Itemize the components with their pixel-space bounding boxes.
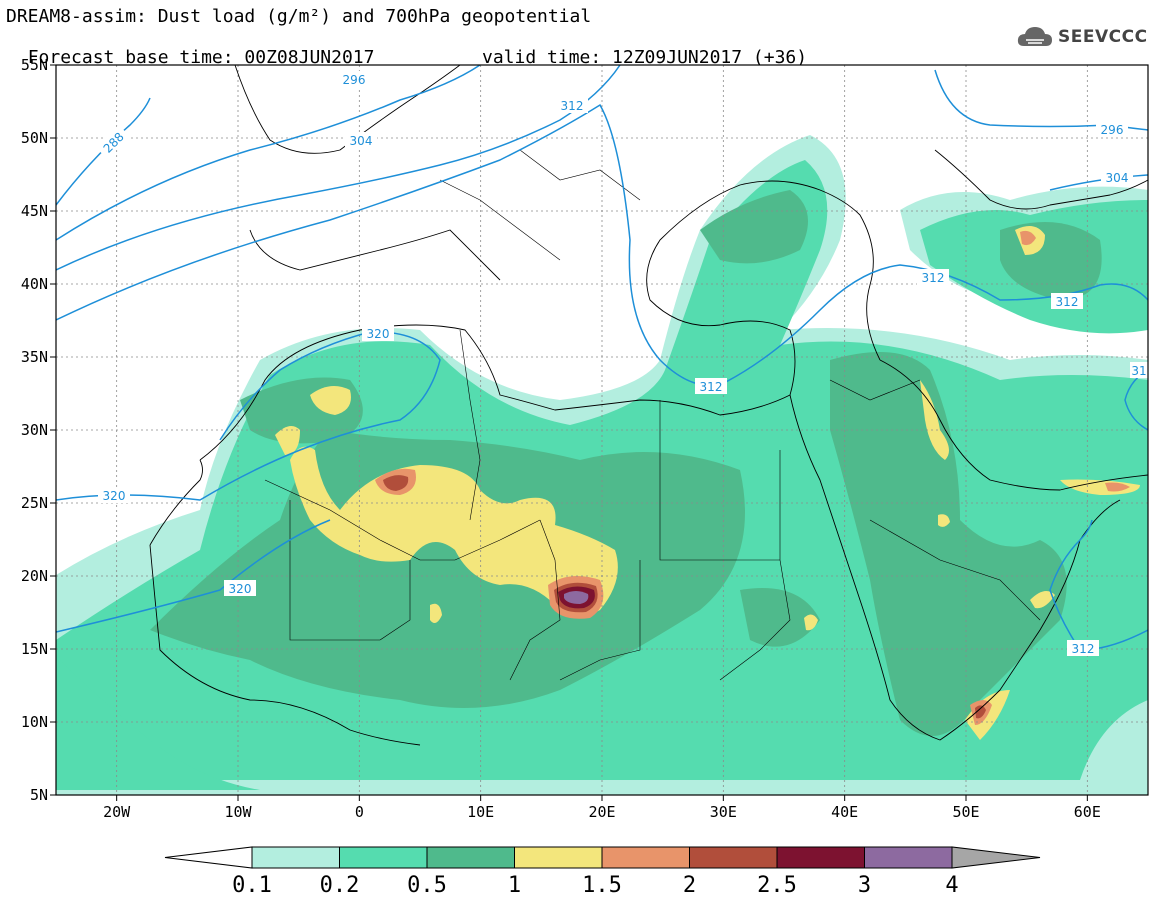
colorbar-tick-label: 2 — [683, 873, 696, 898]
colorbar-swatch — [776, 846, 865, 869]
lon-tick-label: 30E — [710, 803, 737, 821]
colorbar-swatch — [251, 846, 340, 869]
lat-tick-label: 35N — [21, 348, 48, 366]
svg-text:312: 312 — [700, 380, 723, 394]
svg-text:312: 312 — [922, 271, 945, 285]
lat-tick-label: 50N — [21, 129, 48, 147]
lon-tick-label: 0 — [355, 803, 364, 821]
map-grid — [56, 65, 1148, 795]
contour-labels: 296 288 304 312 320 320 320 296 304 312 … — [96, 71, 1148, 656]
contour-label: 312 — [695, 378, 727, 394]
colorbar-swatch — [689, 846, 778, 869]
contour-label: 312 — [556, 97, 588, 113]
colorbar-under-triangle — [164, 846, 253, 869]
contour-label: 320 — [362, 325, 394, 341]
lat-tick-label: 15N — [21, 640, 48, 658]
svg-text:296: 296 — [1101, 123, 1124, 137]
logo-text: SEEVCCC — [1058, 27, 1148, 47]
lat-tick-label: 10N — [21, 713, 48, 731]
map-title: DREAM8-assim: Dust load (g/m²) and 700hP… — [6, 6, 592, 27]
contour-label: 320 — [98, 487, 130, 503]
colorbar-tick-label: 4 — [945, 873, 958, 898]
svg-text:312: 312 — [1056, 295, 1079, 309]
contour-label: 312 — [1051, 293, 1083, 309]
svg-text:304: 304 — [1106, 171, 1129, 185]
svg-text:296: 296 — [343, 73, 366, 87]
latitude-axis: 55N 50N 45N 40N 35N 30N 25N 20N 15N 10N 5N — [21, 56, 56, 804]
colorbar-tick-label: 0.5 — [407, 873, 447, 898]
lon-tick-label: 20E — [588, 803, 615, 821]
contour-label: 304 — [1101, 169, 1133, 185]
contour-label: 31 — [1130, 362, 1148, 378]
lat-tick-label: 55N — [21, 56, 48, 74]
lon-tick-label: 60E — [1074, 803, 1101, 821]
dust-level-3 — [564, 591, 589, 604]
colorbar-swatch — [601, 846, 690, 869]
colorbar-tick-label: 1 — [508, 873, 521, 898]
svg-text:312: 312 — [1072, 642, 1095, 656]
contour-label: 296 — [1096, 121, 1128, 137]
lon-tick-label: 10E — [467, 803, 494, 821]
lat-tick-label: 40N — [21, 275, 48, 293]
coastlines — [149, 65, 1148, 746]
map-subtitle: Forecast base time: 00Z08JUN2017 valid ti… — [6, 28, 807, 68]
lat-tick-label: 30N — [21, 421, 48, 439]
contour-label: 312 — [917, 269, 949, 285]
svg-text:312: 312 — [561, 99, 584, 113]
svg-text:320: 320 — [367, 327, 390, 341]
colorbar: 0.1 0.2 0.5 1 1.5 2 2.5 3 4 — [164, 846, 1041, 898]
svg-text:304: 304 — [350, 134, 373, 148]
contour-label: 296 — [338, 71, 370, 87]
colorbar-swatch — [426, 846, 515, 869]
longitude-axis: 20W 10W 0 10E 20E 30E 40E 50E 60E — [103, 795, 1101, 821]
colorbar-swatch — [864, 846, 953, 869]
contour-label: 304 — [345, 132, 377, 148]
lon-tick-label: 40E — [831, 803, 858, 821]
forecast-base-time: Forecast base time: 00Z08JUN2017 — [27, 47, 375, 68]
lon-tick-label: 10W — [224, 803, 252, 821]
colorbar-swatch — [514, 846, 603, 869]
lon-tick-label: 20W — [103, 803, 131, 821]
seevccc-logo: SEEVCCC — [1016, 24, 1148, 50]
lat-tick-label: 20N — [21, 567, 48, 585]
colorbar-over-triangle — [951, 846, 1041, 869]
svg-text:31: 31 — [1131, 364, 1146, 378]
colorbar-tick-label: 0.2 — [320, 873, 360, 898]
lon-tick-label: 50E — [952, 803, 979, 821]
valid-time: valid time: 12Z09JUN2017 (+36) — [482, 47, 808, 68]
colorbar-tick-label: 0.1 — [232, 873, 272, 898]
lat-tick-label: 25N — [21, 494, 48, 512]
lat-tick-label: 5N — [30, 786, 48, 804]
country-borders — [264, 149, 1041, 681]
svg-text:320: 320 — [103, 489, 126, 503]
colorbar-tick-label: 3 — [858, 873, 871, 898]
colorbar-tick-label: 2.5 — [757, 873, 797, 898]
contour-label: 320 — [224, 580, 256, 596]
dust-level-0.5 — [150, 190, 1102, 736]
lat-tick-label: 45N — [21, 202, 48, 220]
colorbar-tick-label: 1.5 — [582, 873, 622, 898]
dust-level-1 — [275, 226, 1140, 740]
colorbar-swatch — [339, 846, 428, 869]
svg-text:320: 320 — [229, 582, 252, 596]
cloud-icon — [1017, 27, 1052, 46]
contour-label: 312 — [1067, 640, 1099, 656]
